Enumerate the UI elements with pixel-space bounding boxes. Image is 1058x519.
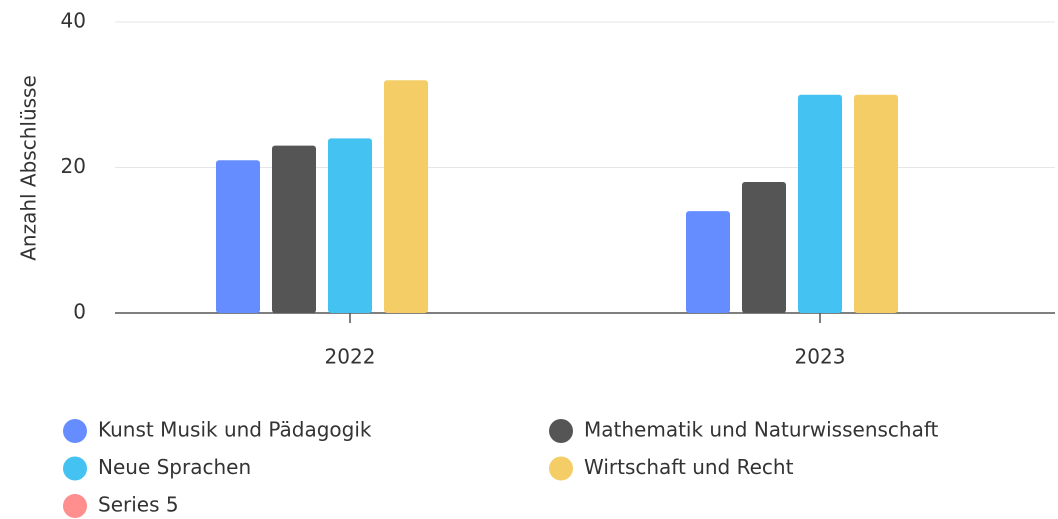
- y-tick-label: 40: [61, 9, 86, 33]
- y-tick-label: 20: [61, 154, 86, 178]
- bar: [384, 80, 428, 313]
- x-tick-label: 2022: [325, 345, 376, 369]
- y-axis-label: Anzahl Abschlüsse: [17, 75, 41, 261]
- x-tick-label: 2023: [795, 345, 846, 369]
- bar: [328, 138, 372, 313]
- y-tick-label: 0: [73, 300, 86, 324]
- legend-label: Mathematik und Naturwissenschaft: [584, 418, 939, 442]
- bar: [272, 145, 316, 313]
- bar: [686, 211, 730, 313]
- legend-label: Series 5: [98, 493, 179, 517]
- legend-swatch: [63, 419, 87, 443]
- legend-swatch: [549, 456, 573, 481]
- legend-swatch: [63, 456, 87, 481]
- legend-swatch: [549, 419, 573, 443]
- bar: [742, 182, 786, 313]
- legend-label: Wirtschaft und Recht: [584, 455, 794, 479]
- bar: [854, 94, 898, 313]
- bar: [216, 160, 260, 313]
- bar: [798, 94, 842, 313]
- legend-label: Neue Sprachen: [98, 455, 251, 479]
- legend-swatch: [63, 494, 87, 518]
- legend-label: Kunst Musik und Pädagogik: [98, 418, 372, 442]
